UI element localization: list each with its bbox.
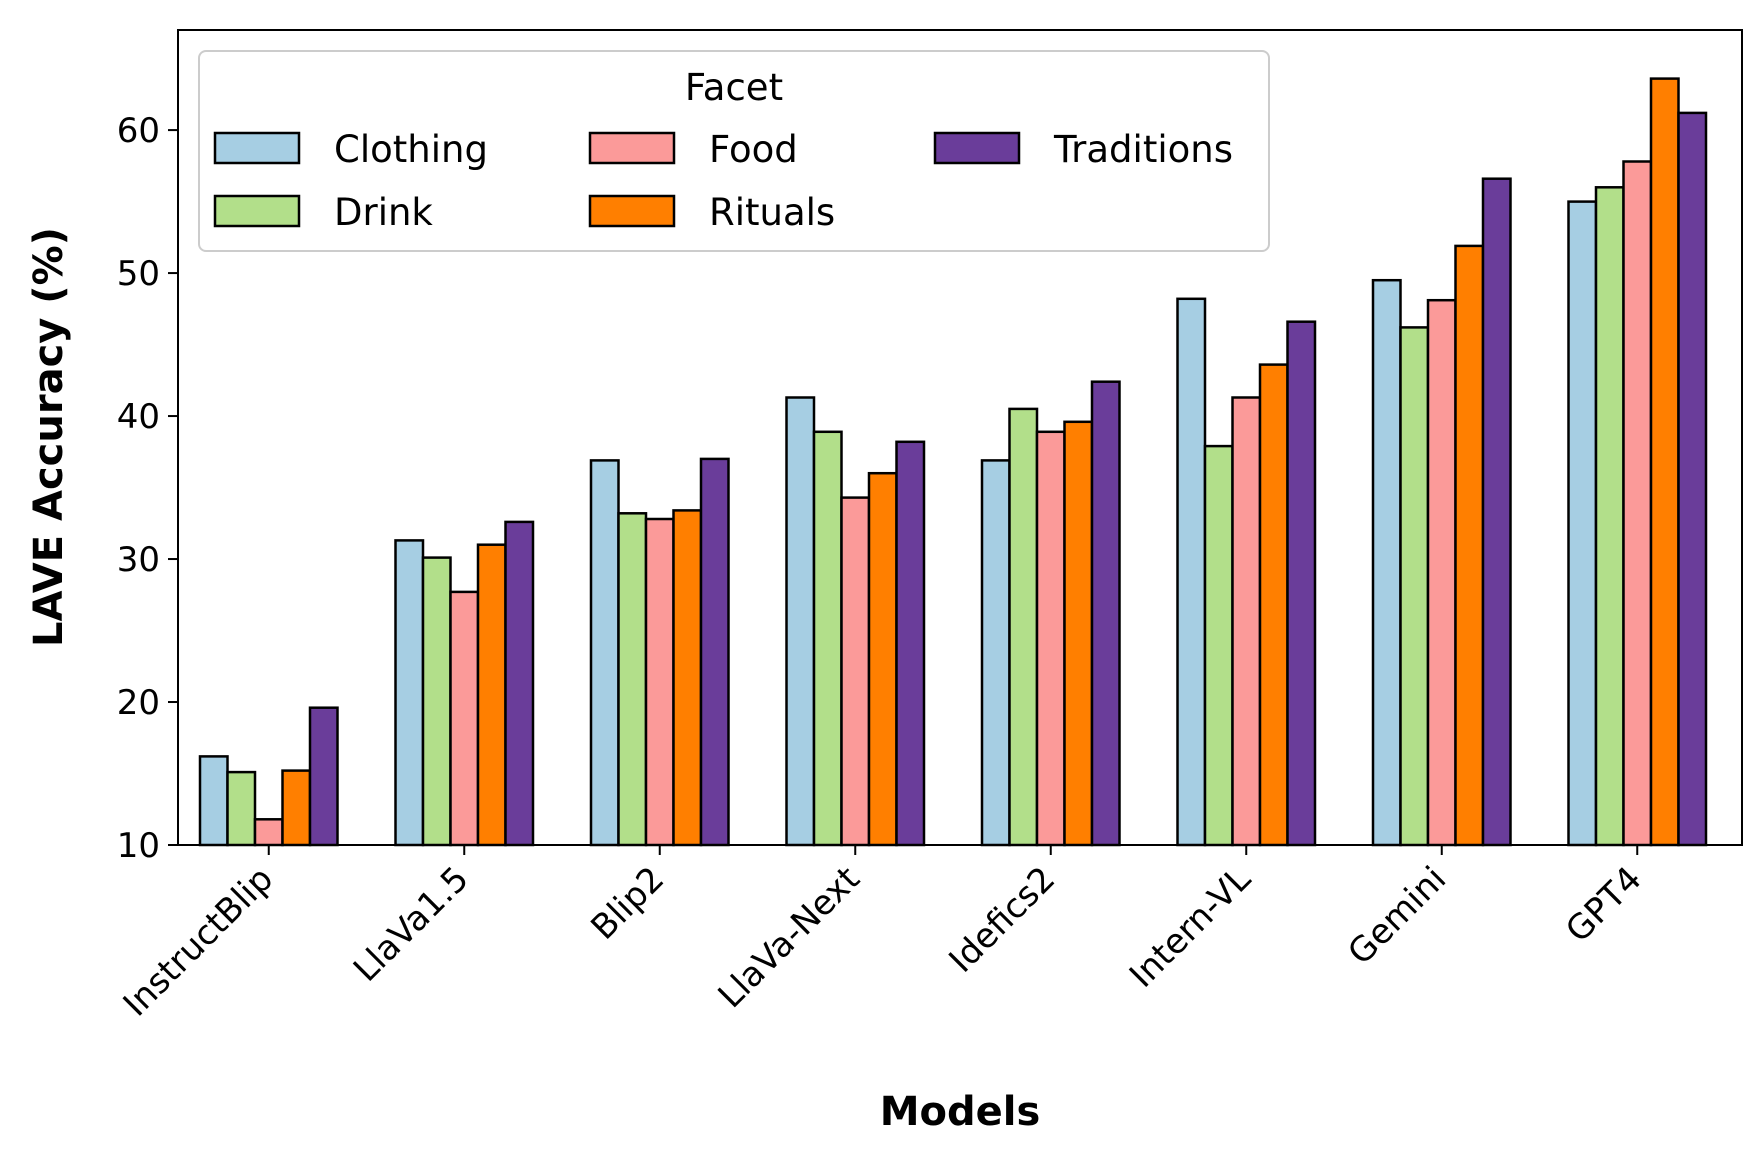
bar-clothing-blip2 — [589, 459, 620, 847]
legend-label-clothing: Clothing — [334, 128, 488, 171]
bar-clothing-gemini — [1371, 278, 1402, 847]
bar-rituals-intern-vl — [1258, 363, 1289, 847]
y-tick-label: 30 — [117, 540, 160, 580]
bar-food-blip2 — [644, 517, 675, 847]
plot-frame — [177, 29, 1743, 846]
bar-drink-blip2 — [617, 512, 648, 847]
bar-food-llava-next — [840, 496, 871, 847]
bar-clothing-instructblip — [198, 755, 229, 847]
bars-group — [198, 77, 1708, 847]
x-axis-title: Models — [880, 1089, 1041, 1135]
bar-drink-instructblip — [226, 770, 257, 847]
bar-food-instructblip — [253, 818, 284, 847]
legend-swatch-traditions — [933, 131, 1021, 165]
bar-food-gpt4 — [1622, 160, 1653, 847]
bar-food-intern-vl — [1231, 396, 1262, 847]
y-tick-label: 40 — [117, 397, 160, 437]
bar-rituals-llava-next — [867, 471, 898, 847]
legend-swatch-food — [588, 131, 676, 165]
bar-drink-intern-vl — [1203, 444, 1234, 847]
bar-traditions-llava1-5 — [504, 520, 535, 847]
bar-rituals-gemini — [1454, 244, 1485, 847]
bar-drink-llava1-5 — [421, 556, 452, 847]
bar-food-gemini — [1426, 298, 1457, 847]
bar-traditions-llava-next — [895, 440, 926, 847]
bar-traditions-idefics2 — [1090, 380, 1121, 847]
legend-label-traditions: Traditions — [1053, 128, 1233, 171]
bar-rituals-blip2 — [672, 509, 703, 847]
bar-drink-llava-next — [812, 430, 843, 847]
bar-drink-idefics2 — [1008, 407, 1039, 847]
legend-label-drink: Drink — [334, 191, 433, 234]
bar-traditions-gpt4 — [1677, 111, 1708, 847]
y-axis-title: LAVE Accuracy (%) — [26, 227, 72, 647]
legend-label-food: Food — [709, 128, 798, 171]
legend-swatch-clothing — [213, 131, 301, 165]
y-tick-label: 60 — [117, 111, 160, 151]
legend-title: Facet — [685, 66, 783, 109]
bar-traditions-blip2 — [699, 457, 730, 847]
bar-rituals-llava1-5 — [476, 543, 507, 847]
bar-clothing-gpt4 — [1567, 200, 1598, 847]
legend: Facet Clothing Drink Food Rituals Traditions — [198, 50, 1270, 252]
bar-traditions-intern-vl — [1286, 320, 1317, 847]
bar-food-idefics2 — [1035, 430, 1066, 847]
legend-label-rituals: Rituals — [709, 191, 835, 234]
bar-clothing-llava-next — [785, 396, 816, 847]
bar-traditions-gemini — [1481, 177, 1512, 847]
bar-clothing-intern-vl — [1176, 297, 1207, 847]
legend-swatch-rituals — [588, 194, 676, 228]
bar-food-llava1-5 — [449, 590, 480, 847]
bar-rituals-instructblip — [281, 769, 312, 847]
y-tick-label: 50 — [117, 254, 160, 294]
y-tick-label: 20 — [117, 683, 160, 723]
bar-traditions-instructblip — [308, 706, 339, 847]
y-axis: 10 20 30 40 50 60 — [117, 111, 178, 866]
legend-box — [198, 50, 1270, 252]
bar-drink-gpt4 — [1594, 186, 1625, 847]
y-tick-label: 10 — [117, 826, 160, 866]
bar-rituals-idefics2 — [1063, 420, 1094, 847]
bar-rituals-gpt4 — [1649, 77, 1680, 847]
bar-clothing-llava1-5 — [394, 539, 425, 847]
bar-drink-gemini — [1399, 326, 1430, 847]
bar-clothing-idefics2 — [980, 459, 1011, 847]
legend-swatch-drink — [213, 194, 301, 228]
